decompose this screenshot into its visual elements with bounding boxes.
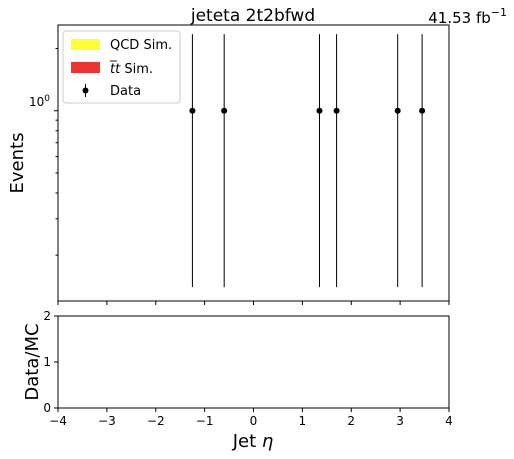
xtick-label: −1 [196, 414, 214, 428]
main-y-ticks [54, 48, 58, 256]
xtick-label: −2 [147, 414, 165, 428]
xtick-label: 3 [396, 414, 404, 428]
ratio-plot-area [57, 315, 450, 409]
data-marker [221, 107, 228, 114]
data-marker [419, 107, 426, 114]
xtick-label: 0 [250, 414, 258, 428]
xtick-label: 2 [347, 414, 355, 428]
legend-marker-data [82, 84, 89, 97]
ratio-y-ticks: 0 1 2 [43, 309, 58, 415]
ratio-ylabel: Data/MC [22, 323, 43, 400]
main-ytick-label: 100 [29, 94, 50, 109]
main-panel: 100 Events QCD Sim. t̅t Sim. Data [7, 24, 450, 305]
luminosity-exponent: −1 [491, 6, 507, 19]
data-point [419, 34, 426, 288]
ratio-ytick-label: 0 [43, 401, 51, 415]
main-ylabel: Events [7, 133, 28, 194]
legend: QCD Sim. t̅t Sim. Data [62, 30, 181, 104]
data-point [221, 34, 228, 288]
data-marker [333, 107, 340, 114]
xtick-label: 4 [445, 414, 453, 428]
data-point [333, 34, 340, 288]
x-axis-label: Jet η [232, 431, 274, 452]
legend-label-qcd: QCD Sim. [110, 38, 172, 53]
legend-swatch-qcd [71, 39, 100, 50]
data-marker [394, 107, 401, 114]
data-marker [316, 107, 323, 114]
xtick-label: 1 [299, 414, 307, 428]
legend-label-ttbar: t̅t Sim. [110, 61, 153, 77]
legend-label-data: Data [110, 84, 141, 99]
data-point [394, 34, 401, 288]
ratio-ytick-label: 2 [43, 309, 51, 323]
data-marker [189, 107, 196, 114]
data-series [189, 34, 426, 288]
ratio-panel: −4 −3 −2 −1 0 1 2 3 4 0 1 2 Data/MC Jet η [22, 309, 453, 452]
xtick-label: −3 [98, 414, 116, 428]
data-point [189, 34, 196, 288]
main-x-ticks [57, 301, 450, 305]
ratio-x-ticks: −4 −3 −2 −1 0 1 2 3 4 [49, 408, 453, 428]
luminosity-label: 41.53 fb−1 [428, 6, 507, 27]
ratio-ytick-label: 1 [43, 355, 51, 369]
xtick-label: −4 [49, 414, 67, 428]
chart-title: jeteta 2t2bfwd [190, 6, 315, 26]
legend-swatch-ttbar [71, 62, 100, 73]
data-point [316, 34, 323, 288]
